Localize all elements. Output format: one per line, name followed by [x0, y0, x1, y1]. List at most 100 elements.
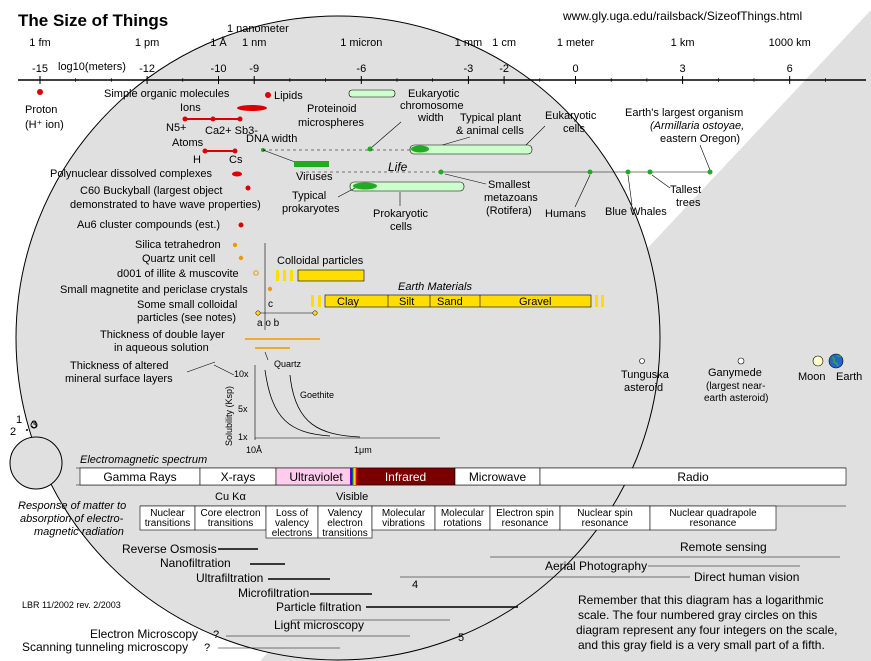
five-x-label: 5x [238, 404, 248, 414]
electron-microscopy-q: ? [213, 629, 219, 641]
response-cell-label: Molecular [382, 508, 426, 519]
ca-sb-label: Ca2+ Sb3- [205, 125, 258, 137]
electron-microscopy-label: Electron Microscopy [90, 627, 198, 641]
earth-materials-bar [324, 294, 592, 308]
sand-label: Sand [437, 296, 463, 308]
response-cell-label: Nuclear [150, 508, 185, 519]
double-layer-label-2: in aqueous solution [114, 342, 209, 354]
circle-label-2: 2 [10, 426, 16, 438]
one-x-label: 1x [238, 432, 248, 442]
techniques: Remote sensing Reverse Osmosis Aerial Ph… [22, 540, 840, 654]
axis-unit-label: 1 cm [492, 37, 516, 49]
response-cell-label: Nuclear quadrapole [669, 508, 757, 519]
response-title-1: Response of matter to [18, 500, 126, 512]
visible-strip [352, 468, 354, 485]
ganymede-label-1: Ganymede [708, 367, 762, 379]
axis-unit-label: 1 km [671, 37, 695, 49]
c60-label-2: demonstrated to have wave properties) [70, 199, 261, 211]
smallest-label-1: Smallest [488, 179, 530, 191]
altered-leader [186, 361, 216, 373]
smallest-label-3: (Rotifera) [486, 205, 532, 217]
stm-q: ? [204, 642, 210, 654]
em-spectrum-title: Electromagnetic spectrum [80, 454, 207, 466]
c60-dot [245, 185, 251, 191]
solubility-label: Solubility (Ksp) [224, 386, 234, 446]
prokaryotic-cells-bar [349, 181, 465, 192]
proton-sub: (H⁺ ion) [25, 119, 64, 131]
ten-x-label: 10x [234, 369, 249, 379]
euk-chrom-label-1: Eukaryotic [408, 88, 460, 100]
response-cell-label: Nuclear spin [577, 508, 633, 519]
lipids-label: Lipids [274, 90, 303, 102]
euk-chrom-label-2: chromosome [400, 100, 464, 112]
visible-strip [356, 468, 358, 485]
trees-leader [651, 174, 671, 189]
h-label: H [193, 154, 201, 166]
prok-cells-label-1: Prokaryotic [373, 208, 429, 220]
response-cell-label: valency [275, 518, 309, 529]
au6-label: Au6 cluster compounds (est.) [77, 219, 220, 231]
axis-tick-label: -3 [464, 63, 474, 75]
proton-dot [37, 89, 43, 95]
earth-land-shape [831, 354, 842, 367]
euk-cells-label-1: Eukaryotic [545, 110, 597, 122]
visible-label: Visible [336, 491, 368, 503]
axis-unit-label: 1000 km [769, 37, 811, 49]
visible-strip [354, 468, 357, 485]
colloidal-label: Colloidal particles [277, 255, 364, 267]
whales-leader [627, 174, 633, 206]
response-cell [649, 505, 777, 531]
em-band [539, 467, 847, 486]
page-title: The Size of Things [18, 11, 168, 30]
d001-dot [253, 270, 259, 276]
axis-unit-label: 1 fm [29, 37, 50, 49]
atoms-label: Atoms [172, 137, 204, 149]
metazoan-dot [438, 169, 444, 175]
em-band-label: Infrared [385, 470, 426, 484]
d001-label: d001 of illite & muscovite [117, 268, 239, 280]
axis-tick-label: -10 [211, 63, 227, 75]
microfiltration-label: Microfiltration [238, 586, 309, 600]
clay-tick-1 [311, 295, 314, 307]
credit-label: LBR 11/2002 rev. 2/2003 [22, 600, 121, 610]
axis-unit-label: 1 meter [557, 37, 595, 49]
atom-cs-dot [232, 148, 238, 154]
smallest-leader [444, 173, 487, 185]
largest-organism-leader [699, 144, 711, 171]
colloidal-tick-2 [283, 270, 286, 281]
whales-label: Blue Whales [605, 206, 667, 218]
goethite-curve [289, 374, 361, 438]
typical-prok-label-1: Typical [292, 190, 326, 202]
altered-label-1: Thickness of altered [70, 360, 168, 372]
humans-label: Humans [545, 208, 586, 220]
response-cell-label: vibrations [382, 518, 425, 529]
cu-k-alpha-label: Cu Kα [215, 491, 246, 503]
moon-icon [812, 355, 824, 367]
response-title-3: magnetic radiation [34, 526, 124, 538]
gray-circle-1 [26, 429, 28, 431]
plant-animal-cells-mark [411, 145, 429, 153]
em-band-label: Radio [677, 470, 709, 484]
organic-molecules-bar [237, 105, 267, 111]
colloidal-tick-3 [290, 270, 293, 281]
trees-dot [647, 169, 653, 175]
response-cell-label: Loss of [276, 508, 308, 519]
viruses-bar [294, 161, 329, 167]
atom-h-dot [202, 148, 208, 154]
largest-organism-label-2: (Armillaria ostoyae, [650, 120, 744, 132]
visible-strip [350, 468, 352, 485]
axis-unit-label: 1 mm [455, 37, 483, 49]
polynuclear-label: Polynuclear dissolved complexes [50, 168, 213, 180]
gray-circle-3 [9, 436, 63, 490]
goethite-curve-label: Goethite [300, 390, 334, 400]
axis-tick-label: -12 [139, 63, 155, 75]
response-title-2: absorption of electro- [20, 513, 124, 525]
response-cell-label: resonance [582, 518, 629, 529]
colloid-dot-left [255, 310, 261, 316]
response-cell-label: electrons [272, 528, 313, 539]
double-layer-label-1: Thickness of double layer [100, 329, 225, 341]
small-mag-label: Small magnetite and periclase crystals [60, 284, 248, 296]
